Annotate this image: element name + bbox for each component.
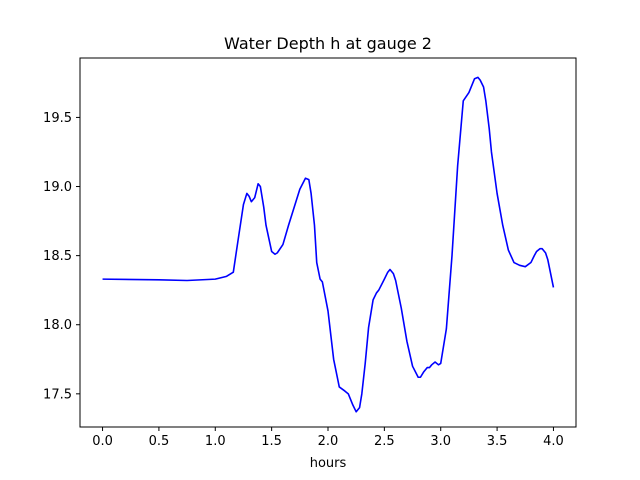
x-tick-label: 3.5 — [487, 434, 508, 449]
x-tick-label: 0.0 — [92, 434, 113, 449]
x-tick-label: 2.0 — [318, 434, 339, 449]
x-tick-label: 3.0 — [430, 434, 451, 449]
y-tick-label: 18.0 — [43, 318, 72, 333]
x-tick-label: 2.5 — [374, 434, 395, 449]
y-tick-label: 17.5 — [43, 387, 72, 402]
y-tick-label: 18.5 — [43, 249, 72, 264]
plot-layer — [102, 76, 555, 413]
y-axis-ticks: 17.5 18.0 18.5 19.0 19.5 — [43, 111, 80, 402]
y-tick-label: 19.0 — [43, 180, 72, 195]
x-tick-label: 4.0 — [543, 434, 564, 449]
x-tick-label: 1.0 — [205, 434, 226, 449]
chart-title: Water Depth h at gauge 2 — [224, 34, 432, 53]
x-axis-ticks: 0.0 0.5 1.0 1.5 2.0 2.5 3.0 3.5 4.0 — [92, 427, 564, 449]
x-tick-label: 0.5 — [149, 434, 170, 449]
y-tick-label: 19.5 — [43, 111, 72, 126]
x-tick-label: 1.5 — [261, 434, 282, 449]
series-line-0 — [102, 76, 555, 413]
x-axis-label: hours — [310, 456, 347, 471]
plot-frame — [79, 57, 577, 428]
